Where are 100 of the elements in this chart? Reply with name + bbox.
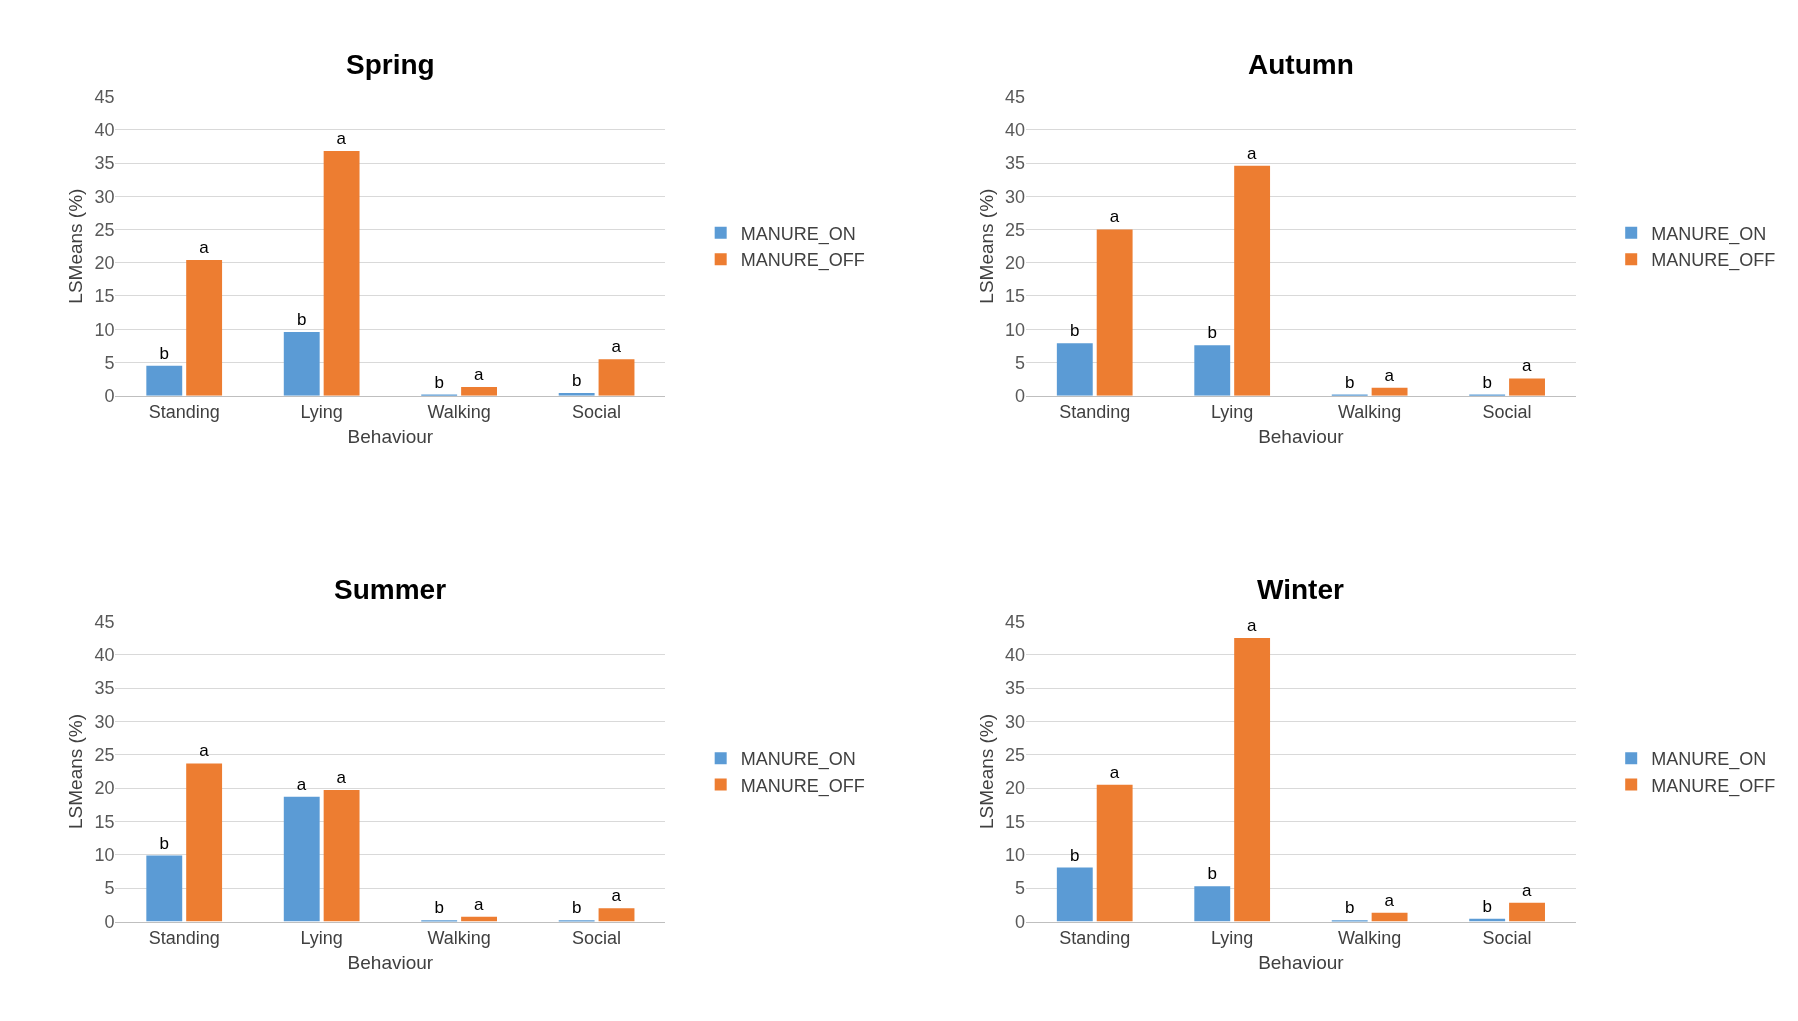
data-label: a [199,741,210,761]
x-tick-label: Walking [1337,928,1402,949]
x-tick-label: Social [572,928,622,949]
y-tick-label: 30 [94,186,115,207]
x-tick-label: Social [1482,402,1532,423]
legend-label: MANURE_OFF [740,775,865,797]
data-label: b [1482,896,1492,916]
y-tick-label: 0 [104,911,115,932]
data-label: b [1344,898,1355,918]
y-tick-label: 35 [94,153,115,174]
chart-title: Autumn [1248,49,1354,80]
data-label: b [297,309,307,329]
data-label: a [1522,880,1533,900]
y-tick-label: 45 [1004,86,1025,107]
x-axis-title: Behaviour [347,951,434,973]
y-tick-label: 0 [1014,386,1025,407]
x-tick-label: Lying [300,928,343,949]
data-label: a [199,238,210,258]
legend-label: MANURE_ON [1651,223,1767,245]
y-tick-label: 15 [1004,286,1025,307]
data-label: b [1207,864,1217,884]
data-label: a [296,774,307,794]
x-tick-label: Social [572,402,622,423]
y-tick-label: 35 [94,678,115,699]
x-tick-label: Lying [1210,928,1254,949]
x-axis-title: Behaviour [1258,426,1345,448]
chart-title: Spring [346,49,435,80]
y-tick-label: 20 [1004,253,1025,274]
legend-label: MANURE_ON [740,749,856,771]
legend-label: MANURE_ON [1651,749,1767,771]
x-tick-label: Standing [1059,928,1131,949]
y-tick-label: 40 [94,120,115,141]
y-tick-label: 40 [1004,645,1025,665]
x-tick-label: Lying [1210,402,1254,423]
y-tick-label: 30 [1004,711,1025,732]
y-tick-label: 0 [1014,911,1025,932]
data-label: a [1384,890,1395,910]
data-label: a [1109,207,1120,227]
y-tick-label: 0 [104,386,115,407]
data-label: a [1109,762,1120,782]
y-axis-title: LSMeans (%) [975,188,997,304]
x-tick-label: Walking [427,402,491,423]
x-tick-label: Standing [148,928,220,949]
data-label: b [1344,372,1355,392]
data-label: a [1247,143,1258,163]
x-axis-title: Behaviour [1258,951,1345,973]
data-label: a [336,129,347,149]
data-label: a [474,365,485,385]
y-tick-label: 15 [1004,811,1025,832]
y-tick-label: 25 [94,219,115,240]
y-tick-label: 45 [94,86,115,107]
y-tick-label: 25 [1004,219,1025,240]
legend-label: MANURE_OFF [1651,775,1776,797]
y-tick-label: 20 [1004,778,1025,799]
x-tick-label: Standing [148,402,220,423]
y-tick-label: 5 [104,878,115,899]
y-tick-label: 20 [94,778,115,799]
legend-label: MANURE_OFF [1651,250,1776,272]
legend-label: MANURE_OFF [740,250,865,272]
data-label: a [611,337,622,357]
data-label: a [1384,365,1395,385]
x-tick-label: Walking [427,928,491,949]
data-label: b [1070,845,1080,865]
data-label: b [571,371,582,391]
y-tick-label: 25 [1004,745,1025,766]
y-tick-label: 25 [94,745,115,766]
y-tick-label: 10 [94,845,115,866]
y-tick-label: 20 [94,253,115,274]
y-tick-label: 15 [94,286,115,307]
data-label: a [1522,356,1533,376]
y-tick-label: 35 [1004,153,1025,174]
data-label: b [571,898,582,918]
y-tick-label: 5 [1014,352,1025,373]
y-tick-label: 35 [1004,678,1025,699]
legend-label: MANURE_ON [740,223,856,245]
y-tick-label: 10 [94,319,115,340]
y-tick-label: 15 [94,811,115,832]
data-label: b [434,372,444,392]
chart-title: Winter [1257,574,1344,605]
y-axis-title: LSMeans (%) [975,713,997,829]
y-tick-label: 45 [1004,611,1025,632]
chart-title: Summer [334,574,447,605]
data-label: b [1482,372,1492,392]
y-tick-label: 5 [1014,878,1025,899]
data-label: a [611,886,622,906]
y-tick-label: 30 [94,711,115,732]
y-tick-label: 45 [94,611,115,632]
data-label: b [159,343,170,363]
x-tick-label: Walking [1337,402,1402,423]
data-label: a [336,768,347,788]
x-axis-title: Behaviour [347,426,434,448]
x-tick-label: Standing [1059,402,1131,423]
y-axis-title: LSMeans (%) [65,713,87,829]
x-tick-label: Social [1482,928,1532,949]
data-label: b [1070,321,1080,341]
y-tick-label: 10 [1004,845,1025,866]
data-label: b [159,833,170,853]
y-tick-label: 5 [104,352,115,373]
data-label: a [474,894,485,914]
y-tick-label: 30 [1004,186,1025,207]
